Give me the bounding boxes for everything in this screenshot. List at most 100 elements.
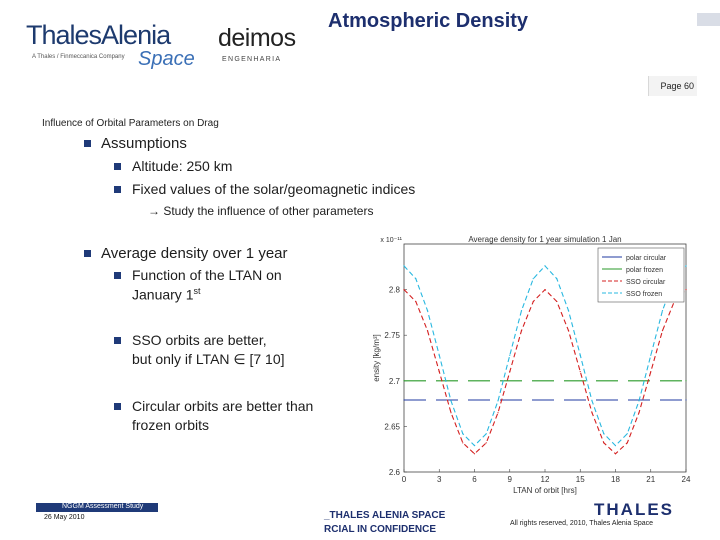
logo-deimos-sub: ENGENHARIA: [222, 56, 282, 63]
data-point: [450, 412, 452, 414]
header-corner-decoration: [697, 13, 720, 26]
x-tick-label: 15: [576, 475, 585, 484]
bullet-square-icon: [84, 140, 91, 147]
data-point: [485, 433, 487, 435]
data-point: [426, 309, 429, 312]
footer-study: NGGM Assessment Study: [62, 503, 144, 510]
data-point: [532, 278, 534, 280]
data-point: [497, 400, 499, 402]
logo-thales-alenia-text: ThalesAlenia: [26, 20, 171, 50]
legend-label: SSO circular: [626, 279, 666, 286]
data-point: [661, 330, 664, 332]
bullet-square-icon: [84, 250, 91, 257]
data-point: [509, 371, 511, 373]
y-tick-label: 2.75: [384, 331, 400, 340]
data-point: [403, 380, 405, 382]
deimos-logo: deimos ENGENHARIA: [218, 24, 318, 64]
data-point: [579, 371, 581, 373]
average-density-bullet: Average density over 1 year: [101, 245, 288, 262]
x-tick-label: 18: [611, 475, 620, 484]
footer-study-box: [36, 503, 158, 512]
data-point: [650, 371, 652, 373]
data-point: [426, 330, 429, 332]
data-point: [614, 453, 617, 455]
data-point: [473, 453, 476, 455]
data-point: [415, 300, 417, 303]
data-point: [438, 354, 440, 356]
bullet-square-icon: [114, 272, 121, 279]
slide-title: Atmospheric Density: [328, 10, 529, 32]
footer-confidentiality-2: RCIAL IN CONFIDENCE: [324, 524, 437, 535]
function-ltan-line2-text: January 1: [132, 286, 194, 303]
logo-space-text: Space: [138, 48, 195, 70]
data-point: [473, 444, 476, 447]
data-point: [556, 300, 558, 303]
x-tick-label: 6: [472, 475, 477, 484]
data-point: [626, 433, 628, 435]
data-point: [626, 442, 628, 444]
x-tick-label: 9: [508, 475, 513, 484]
logo-deimos-text: deimos: [218, 24, 296, 52]
data-point: [415, 278, 417, 280]
density-chart: 0 3 6 9 12 15 18 21 24 2.6 2.65 2.7 2.75 2.8 Average d…: [372, 235, 691, 495]
logo-tagline: A Thales / Finmeccanica Company: [32, 54, 125, 60]
data-point: [450, 400, 452, 402]
data-point: [532, 300, 534, 303]
circular-line2: frozen orbits: [132, 417, 210, 433]
legend-label: SSO frozen: [626, 291, 662, 298]
data-point: [638, 412, 640, 414]
data-point: [567, 309, 570, 312]
data-point: [544, 289, 546, 291]
data-point: [638, 400, 640, 402]
y-tick-label: 2.7: [389, 377, 401, 386]
data-point: [556, 278, 558, 280]
bullet-square-icon: [114, 163, 121, 170]
data-point: [403, 265, 405, 267]
sso-line2: but only if LTAN ∈ [7 10]: [132, 351, 285, 367]
bullet-square-icon: [114, 186, 121, 193]
page-number-box: Page 60: [648, 76, 697, 96]
data-point: [685, 399, 687, 401]
x-tick-label: 0: [402, 475, 407, 484]
x-tick-label: 12: [541, 475, 550, 484]
data-point: [520, 330, 523, 332]
legend-label: polar frozen: [626, 267, 663, 274]
function-ltan-line1: Function of the LTAN on: [132, 267, 282, 283]
y-tick-label: 2.65: [384, 422, 400, 431]
data-point: [403, 399, 405, 401]
sso-line1: SSO orbits are better,: [132, 332, 267, 348]
data-point: [603, 433, 605, 435]
legend-label: polar circular: [626, 255, 667, 262]
data-point: [438, 371, 440, 373]
section-subtitle: Influence of Orbital Parameters on Drag: [42, 118, 219, 129]
data-point: [685, 289, 687, 291]
data-point: [497, 412, 499, 414]
assumptions-bullet: Assumptions: [101, 135, 187, 152]
data-point: [544, 265, 546, 267]
y-tick-label: 2.8: [389, 286, 401, 295]
data-point: [520, 309, 523, 312]
data-point: [403, 289, 405, 291]
bullet-square-icon: [114, 403, 121, 410]
data-point: [661, 309, 664, 312]
data-point: [462, 442, 464, 444]
function-ltan-line2: January 1st: [132, 286, 201, 303]
x-axis-label: LTAN of orbit [hrs]: [513, 486, 577, 495]
study-note: → Study the influence of other parameter…: [148, 204, 374, 218]
y-tick-label: 2.6: [389, 468, 401, 477]
y-multiplier-label: x 10⁻¹¹: [380, 237, 402, 244]
data-point: [614, 444, 617, 447]
data-point: [462, 433, 464, 435]
function-ltan-superscript: st: [193, 286, 201, 296]
circular-line1: Circular orbits are better than: [132, 398, 314, 414]
footer-confidentiality-1: _THALES ALENIA SPACE: [324, 510, 446, 521]
data-point: [603, 442, 605, 444]
data-point: [579, 354, 581, 356]
data-point: [685, 265, 687, 267]
altitude-bullet: Altitude: 250 km: [132, 158, 233, 174]
data-point: [591, 412, 593, 414]
thales-alenia-space-logo: ThalesAlenia A Thales / Finmeccanica Com…: [26, 20, 196, 72]
footer-date: 26 May 2010: [44, 514, 85, 521]
data-point: [509, 354, 511, 356]
thales-logo: THALES: [594, 500, 674, 519]
